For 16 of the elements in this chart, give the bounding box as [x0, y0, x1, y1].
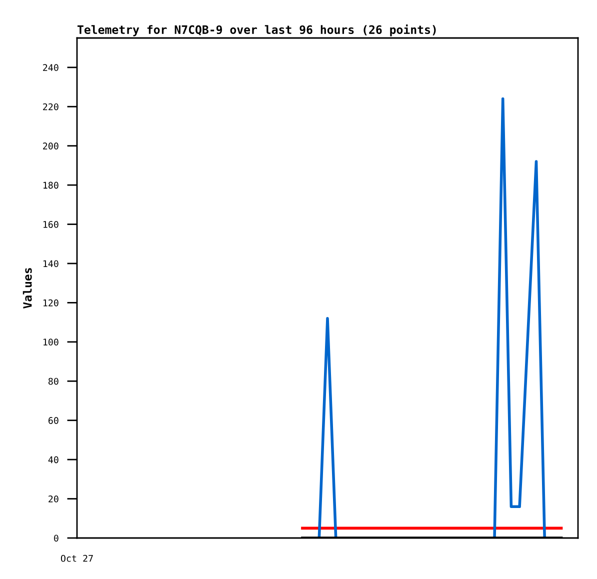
y-tick-label: 180 — [43, 182, 58, 189]
y-tick-label: 160 — [43, 220, 58, 228]
y-tick-label: 100 — [43, 338, 58, 346]
y-tick-label: 240 — [43, 64, 58, 72]
y-tick-label: 140 — [43, 260, 58, 268]
y-tick-label: 120 — [43, 299, 58, 306]
y-tick-label: 80 — [48, 378, 58, 385]
chart-title: Telemetry for N7CQB-9 over last 96 hours (26 points) — [78, 24, 436, 36]
y-tick-label: 20 — [48, 495, 58, 502]
y-tick-label: 0 — [54, 534, 58, 542]
y-tick-label: 200 — [43, 142, 58, 150]
y-tick-label: 60 — [48, 417, 58, 424]
y-tick-label: 220 — [43, 103, 58, 110]
text: Oct 27 — [60, 554, 93, 562]
y-axis-title: Values — [22, 268, 32, 308]
y-tick-label: 40 — [48, 456, 58, 464]
